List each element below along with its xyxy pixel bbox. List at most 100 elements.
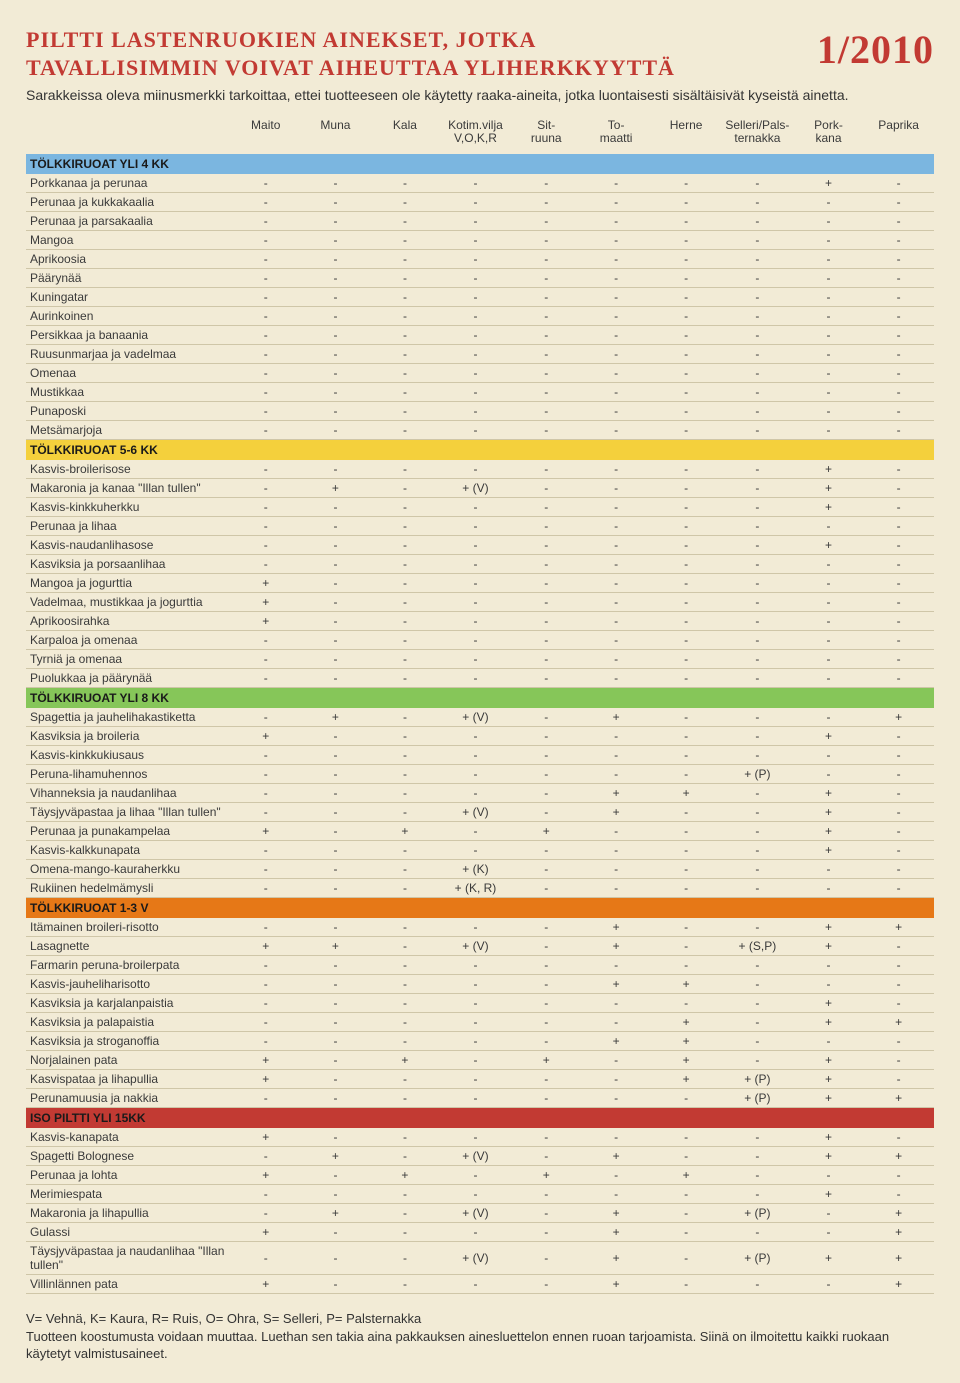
cell: - bbox=[370, 765, 439, 784]
cell: - bbox=[581, 879, 651, 898]
cell: - bbox=[651, 631, 721, 650]
cell: + (K) bbox=[440, 860, 512, 879]
section-header: TÖLKKIRUOAT 5-6 KK bbox=[26, 440, 934, 461]
cell: - bbox=[370, 746, 439, 765]
cell: - bbox=[721, 593, 794, 612]
table-row: Perunaa ja lihaa---------- bbox=[26, 517, 934, 536]
row-name: Kasvis-broilerisose bbox=[26, 460, 231, 479]
cell: - bbox=[721, 784, 794, 803]
cell: - bbox=[301, 1089, 371, 1108]
section-header: TÖLKKIRUOAT YLI 8 KK bbox=[26, 688, 934, 709]
row-name: Omenaa bbox=[26, 364, 231, 383]
cell: + bbox=[581, 937, 651, 956]
table-row: Kasviksia ja porsaanlihaa---------- bbox=[26, 555, 934, 574]
cell: - bbox=[370, 650, 439, 669]
cell: - bbox=[721, 1051, 794, 1070]
cell: - bbox=[863, 212, 934, 231]
cell: - bbox=[370, 879, 439, 898]
cell: - bbox=[370, 288, 439, 307]
table-row: Mustikkaa---------- bbox=[26, 383, 934, 402]
table-head: Maito Muna Kala Kotim.viljaV,O,K,R Sit-r… bbox=[26, 115, 934, 155]
cell: - bbox=[231, 956, 301, 975]
cell: - bbox=[511, 421, 581, 440]
cell: - bbox=[370, 841, 439, 860]
col-header: Pork-kana bbox=[794, 115, 864, 155]
row-name: Rukiinen hedelmämysli bbox=[26, 879, 231, 898]
cell: - bbox=[651, 383, 721, 402]
cell: - bbox=[721, 631, 794, 650]
cell: - bbox=[370, 1275, 439, 1294]
cell: - bbox=[231, 174, 301, 193]
cell: - bbox=[370, 193, 439, 212]
cell: - bbox=[581, 994, 651, 1013]
cell: - bbox=[370, 555, 439, 574]
cell: - bbox=[301, 1070, 371, 1089]
cell: - bbox=[370, 727, 439, 746]
cell: + bbox=[651, 975, 721, 994]
cell: - bbox=[794, 765, 864, 784]
cell: - bbox=[231, 383, 301, 402]
cell: - bbox=[863, 536, 934, 555]
cell: - bbox=[301, 1275, 371, 1294]
cell: - bbox=[370, 421, 439, 440]
col-header: To-maatti bbox=[581, 115, 651, 155]
cell: - bbox=[863, 937, 934, 956]
cell: + bbox=[794, 1051, 864, 1070]
cell: - bbox=[511, 460, 581, 479]
cell: - bbox=[794, 231, 864, 250]
cell: - bbox=[231, 841, 301, 860]
cell: - bbox=[370, 479, 439, 498]
table-row: Norjalainen pata+-+-+-+-+- bbox=[26, 1051, 934, 1070]
cell: - bbox=[721, 307, 794, 326]
row-name: Kasvis-jauheliharisotto bbox=[26, 975, 231, 994]
cell: - bbox=[511, 345, 581, 364]
cell: - bbox=[511, 479, 581, 498]
cell: - bbox=[581, 765, 651, 784]
cell: - bbox=[651, 746, 721, 765]
cell: - bbox=[863, 193, 934, 212]
cell: - bbox=[370, 231, 439, 250]
cell: - bbox=[794, 364, 864, 383]
cell: + bbox=[231, 1275, 301, 1294]
row-name: Makaronia ja lihapullia bbox=[26, 1204, 231, 1223]
cell: + bbox=[301, 937, 371, 956]
cell: - bbox=[231, 250, 301, 269]
cell: - bbox=[370, 708, 439, 727]
cell: - bbox=[231, 1032, 301, 1051]
cell: - bbox=[440, 555, 512, 574]
cell: - bbox=[863, 1051, 934, 1070]
row-name: Lasagnette bbox=[26, 937, 231, 956]
cell: - bbox=[721, 860, 794, 879]
col-header: Herne bbox=[651, 115, 721, 155]
cell: - bbox=[370, 1204, 439, 1223]
cell: + bbox=[863, 1089, 934, 1108]
cell: - bbox=[721, 822, 794, 841]
table-row: Ruusunmarjaa ja vadelmaa---------- bbox=[26, 345, 934, 364]
cell: + (V) bbox=[440, 708, 512, 727]
table-row: Perunaa ja kukkakaalia---------- bbox=[26, 193, 934, 212]
cell: - bbox=[511, 631, 581, 650]
cell: - bbox=[511, 593, 581, 612]
cell: - bbox=[794, 860, 864, 879]
cell: - bbox=[370, 860, 439, 879]
cell: - bbox=[511, 918, 581, 937]
cell: + (P) bbox=[721, 765, 794, 784]
cell: + (P) bbox=[721, 1070, 794, 1089]
cell: - bbox=[370, 402, 439, 421]
table-body: TÖLKKIRUOAT YLI 4 KKPorkkanaa ja perunaa… bbox=[26, 154, 934, 1294]
cell: - bbox=[301, 1013, 371, 1032]
cell: - bbox=[511, 1032, 581, 1051]
cell: - bbox=[511, 1013, 581, 1032]
cell: - bbox=[863, 784, 934, 803]
table-row: Omenaa---------- bbox=[26, 364, 934, 383]
cell: - bbox=[511, 650, 581, 669]
cell: + (V) bbox=[440, 803, 512, 822]
table-row: Kasvis-kinkkuherkku--------+- bbox=[26, 498, 934, 517]
cell: - bbox=[440, 612, 512, 631]
cell: - bbox=[370, 612, 439, 631]
cell: - bbox=[511, 727, 581, 746]
title-line1: PILTTI LASTENRUOKIEN AINEKSET, JOTKA bbox=[26, 26, 675, 54]
cell: - bbox=[231, 994, 301, 1013]
cell: - bbox=[231, 460, 301, 479]
cell: - bbox=[511, 307, 581, 326]
